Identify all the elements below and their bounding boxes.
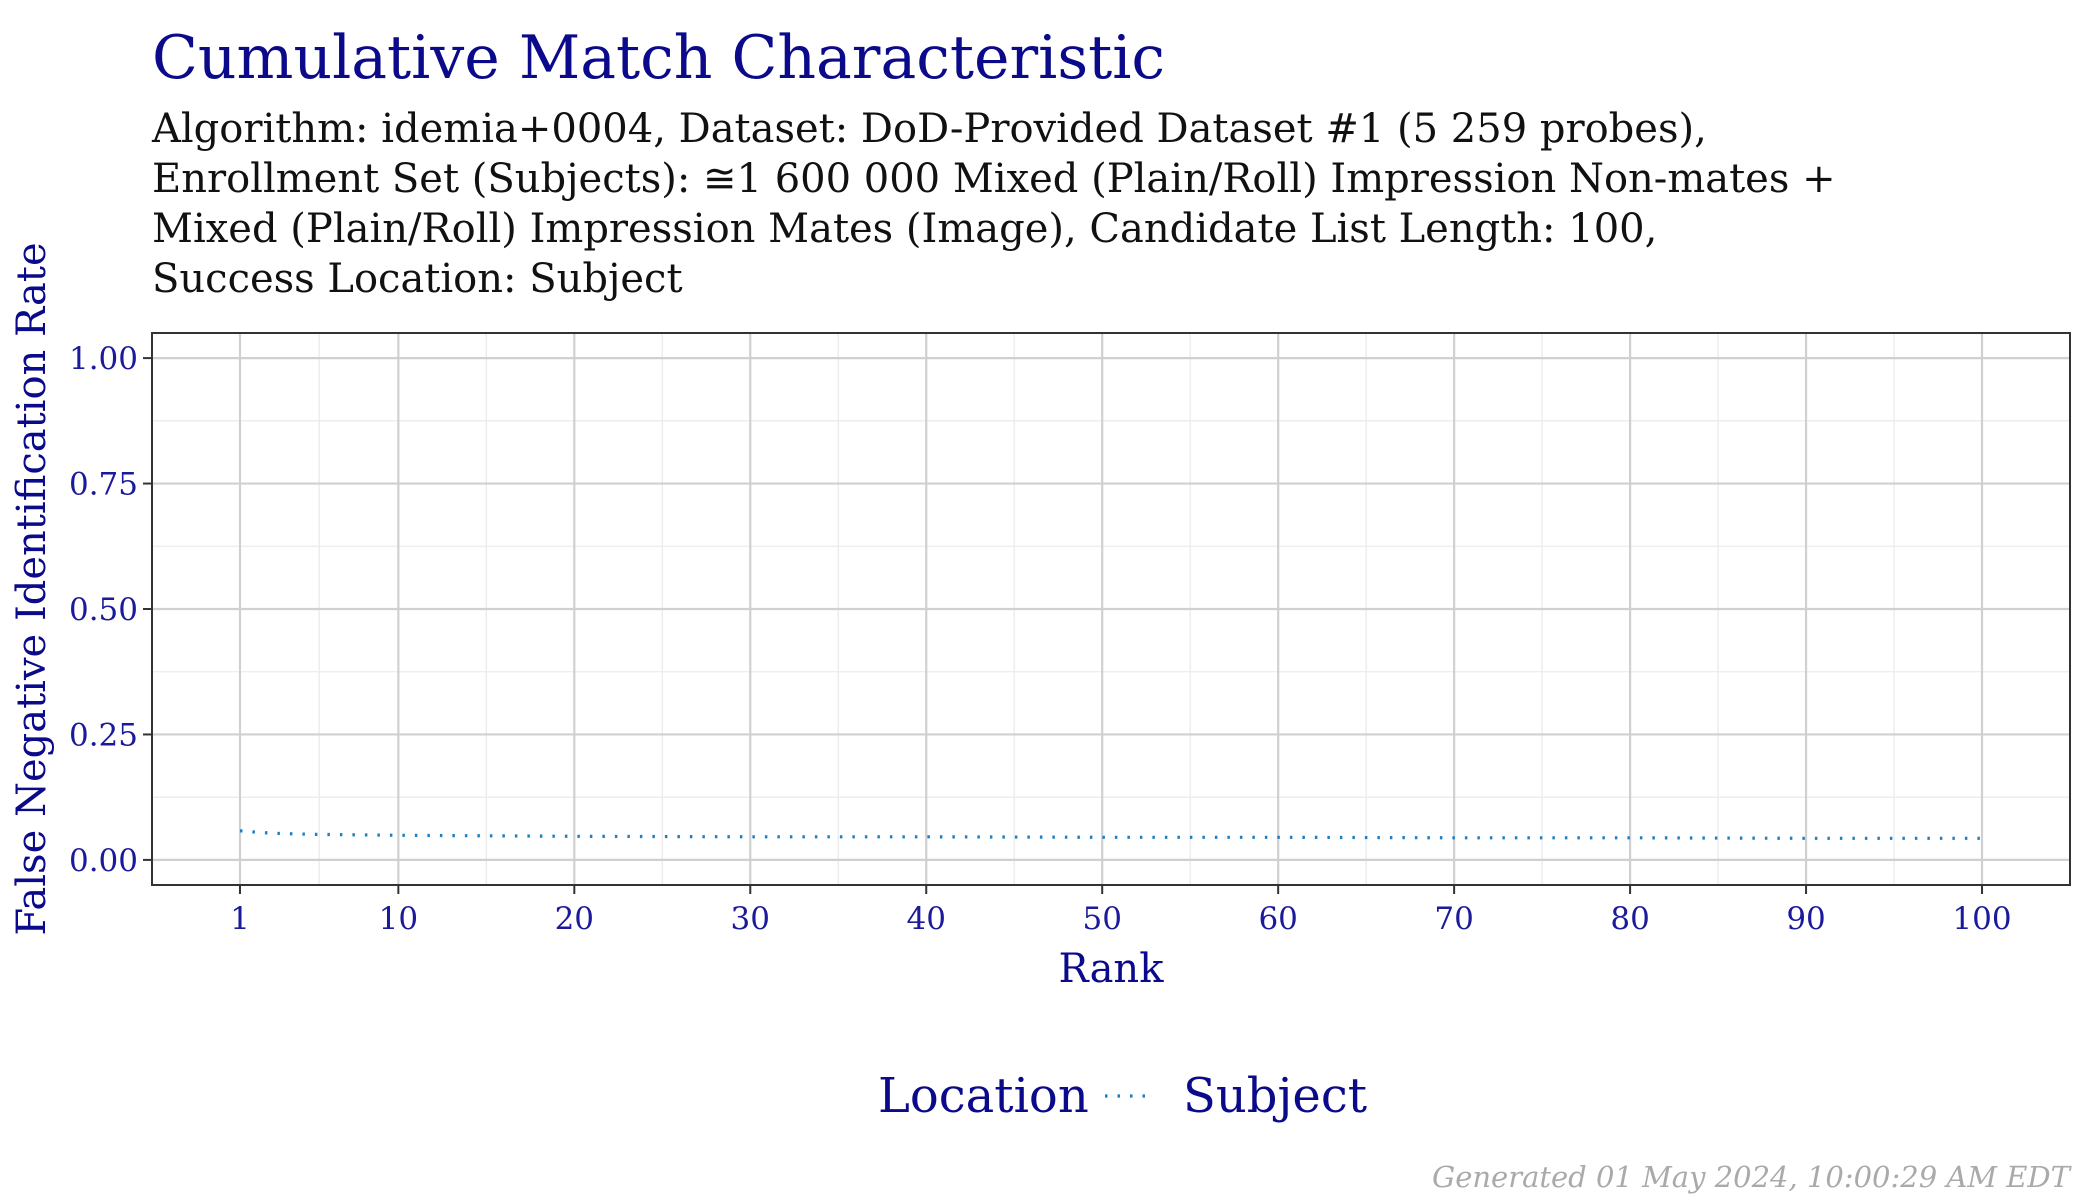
- chart-subtitle: Algorithm: idemia+0004, Dataset: DoD-Pro…: [151, 106, 1836, 302]
- x-tick-label: 30: [731, 901, 770, 937]
- x-tick-label: 10: [379, 901, 418, 937]
- y-tick-label: 0.75: [69, 467, 138, 503]
- y-tick-label: 0.50: [69, 592, 138, 628]
- y-tick-label: 1.00: [69, 341, 138, 377]
- x-tick-label: 20: [555, 901, 594, 937]
- x-tick-label: 100: [1952, 901, 2011, 937]
- y-axis-title: False Negative Identification Rate: [9, 242, 55, 935]
- major-gridlines: [152, 333, 2070, 885]
- x-axis: 1 10 20 30 40 50 60 70 80 90 100: [230, 885, 2012, 937]
- series-line-subject: [239, 829, 1982, 840]
- chart-title: Cumulative Match Characteristic: [152, 23, 1165, 93]
- subtitle-line: Algorithm: idemia+0004, Dataset: DoD-Pro…: [151, 106, 1707, 152]
- x-axis-title: Rank: [1059, 946, 1165, 992]
- legend-label-subject: Subject: [1183, 1068, 1367, 1124]
- x-tick-label: 40: [907, 901, 946, 937]
- x-tick-label: 1: [230, 901, 250, 937]
- y-tick-label: 0.00: [69, 843, 138, 879]
- generated-timestamp: Generated 01 May 2024, 10:00:29 AM EDT: [1432, 1160, 2073, 1194]
- x-tick-label: 70: [1434, 901, 1473, 937]
- x-tick-label: 50: [1082, 901, 1121, 937]
- y-tick-label: 0.25: [69, 717, 138, 753]
- x-tick-label: 90: [1786, 901, 1825, 937]
- y-axis: 0.00 0.25 0.50 0.75 1.00: [69, 341, 152, 879]
- legend-title: Location: [878, 1068, 1089, 1124]
- subtitle-line: Success Location: Subject: [152, 256, 683, 302]
- subtitle-line: Enrollment Set (Subjects): ≅1 600 000 Mi…: [152, 156, 1836, 202]
- subtitle-line: Mixed (Plain/Roll) Impression Mates (Ima…: [152, 206, 1657, 252]
- legend: Location Subject: [878, 1068, 1367, 1124]
- x-tick-label: 60: [1258, 901, 1297, 937]
- x-tick-label: 80: [1610, 901, 1649, 937]
- series-layer: [239, 829, 1982, 840]
